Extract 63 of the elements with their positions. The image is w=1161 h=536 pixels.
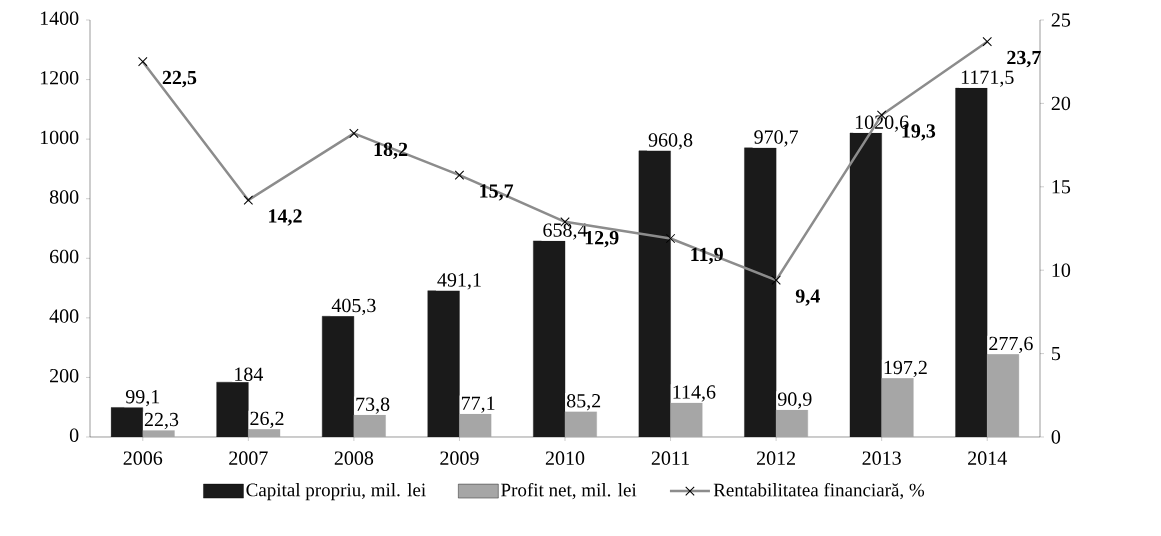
data-label: 405,3: [331, 298, 376, 316]
data-label: 277,6: [989, 336, 1033, 354]
x-tick-label: 2012: [756, 451, 795, 465]
y-tick-label: 1400: [40, 11, 79, 25]
x-tick-label: 2014: [968, 451, 1007, 465]
y-tick-label: 400: [49, 309, 79, 323]
data-label: 26,2: [250, 411, 284, 428]
y-tick-label: 800: [49, 190, 79, 204]
data-label: 73,8: [356, 397, 390, 414]
data-label: 85,2: [566, 394, 601, 411]
y2-tick-label: 0: [1051, 430, 1061, 444]
x-tick-label: 2006: [123, 451, 163, 465]
bar: [427, 290, 460, 437]
bar: [638, 150, 671, 437]
bar: [564, 411, 597, 437]
data-label: 22,3: [144, 412, 179, 430]
y2-tick-label: 20: [1051, 96, 1071, 111]
y2-tick-label: 15: [1052, 180, 1071, 194]
data-label: 99,1: [125, 389, 160, 407]
bar: [955, 87, 988, 437]
y-tick-label: 1000: [40, 130, 79, 145]
x-tick-label: 2010: [545, 451, 585, 465]
y-tick-label: 0: [69, 428, 79, 442]
bar: [849, 132, 882, 437]
y2-tick-label: 5: [1052, 346, 1061, 361]
data-label: 23,7: [1007, 50, 1041, 68]
x-tick-label: 2008: [334, 451, 374, 465]
x-tick-label: 2011: [651, 451, 689, 465]
data-label: 11,9: [691, 247, 723, 264]
x-tick-label: 2013: [862, 451, 901, 465]
x-tick-label: 2007: [229, 451, 268, 465]
y-tick-label: 600: [50, 249, 79, 264]
data-label: 658,4: [543, 223, 588, 240]
data-label: 14,2: [269, 209, 302, 226]
data-label: 1171,5: [961, 70, 1014, 87]
legend-label: Rentabilitatea financiară, %: [713, 482, 925, 500]
bar: [533, 240, 566, 437]
data-label: 12,9: [585, 231, 619, 248]
legend-label: Capital propriu, mil. lei: [246, 483, 426, 501]
bar: [110, 407, 143, 437]
bar: [216, 381, 249, 437]
y-tick-label: 1200: [40, 71, 79, 85]
legend-label: Profit net, mil. lei: [501, 482, 637, 500]
data-label: 197,2: [884, 360, 927, 378]
y-tick-label: 200: [50, 368, 79, 383]
y2-tick-label: 25: [1051, 13, 1071, 27]
data-label: 9,4: [795, 289, 820, 306]
data-label: 960,8: [648, 133, 693, 150]
y2-tick-label: 10: [1052, 263, 1071, 277]
data-label: 491,1: [437, 273, 481, 290]
data-label: 22,5: [162, 70, 197, 88]
x-tick-label: 2009: [440, 451, 479, 465]
data-label: 15,7: [480, 184, 514, 201]
bar: [322, 316, 355, 437]
bar: [142, 430, 175, 437]
data-label: 18,2: [374, 142, 408, 159]
data-label: 90,9: [777, 392, 812, 409]
bar: [744, 147, 777, 437]
data-label: 114,6: [673, 385, 716, 402]
data-label: 77,1: [461, 396, 495, 413]
data-label: 184: [235, 367, 264, 381]
bar: [987, 354, 1020, 437]
data-label: 970,7: [754, 130, 799, 147]
